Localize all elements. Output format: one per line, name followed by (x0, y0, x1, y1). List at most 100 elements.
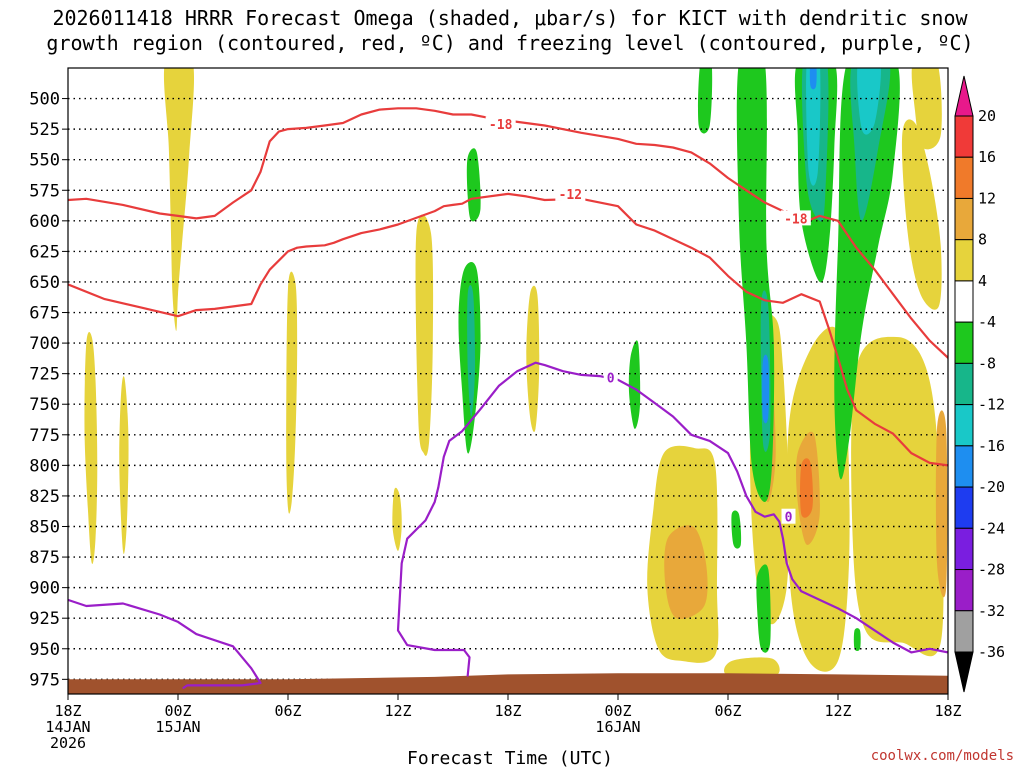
omega-region (800, 458, 813, 518)
y-tick-label: 950 (29, 640, 60, 660)
x-tick-label: 18Z (494, 702, 521, 720)
y-tick-label: 850 (29, 517, 60, 537)
colorbar-band (954, 610, 974, 653)
contour-label-bg (780, 210, 811, 226)
omega-region (731, 510, 742, 549)
contour-label-bg (781, 508, 796, 524)
colorbar-label: 20 (978, 107, 996, 125)
colorbar-label: -20 (978, 478, 1005, 496)
omega-region (806, 68, 821, 186)
omega-region (834, 68, 900, 480)
omega-region (853, 628, 861, 652)
surface-terrain (68, 673, 948, 694)
omega-region (857, 68, 881, 135)
y-tick-label: 800 (29, 456, 60, 476)
omega-region (756, 564, 771, 653)
y-tick-label: 775 (29, 426, 60, 446)
contour-label-bg (485, 116, 516, 132)
y-tick-label: 750 (29, 395, 60, 415)
omega-shading (84, 68, 948, 678)
y-tick-label: 600 (29, 212, 60, 232)
credit-text: coolwx.com/models (871, 748, 1014, 764)
y-tick-label: 650 (29, 273, 60, 293)
x-tick-label: 12Z (384, 702, 411, 720)
omega-region (286, 271, 298, 514)
contour-label: 0 (785, 511, 793, 526)
x-tick-label: 06Z (714, 702, 741, 720)
colorbar-label: -4 (978, 313, 996, 331)
contour-labels: -18 -12 -18 0 0 (485, 116, 811, 526)
colorbar-band (954, 280, 974, 323)
y-tick-label: 900 (29, 579, 60, 599)
colorbar-label: -12 (978, 396, 1005, 414)
y-tick-label: 725 (29, 365, 60, 385)
omega-region (851, 336, 944, 657)
contour-label-bg (555, 185, 586, 201)
contour-line (68, 192, 948, 467)
colorbar-band (954, 569, 974, 612)
x-tick-label: 16JAN (595, 718, 640, 736)
colorbar-band (954, 321, 974, 364)
omega-region (809, 68, 817, 90)
colorbar-label: -8 (978, 354, 996, 372)
omega-region (724, 657, 780, 678)
colorbar-band (954, 115, 974, 158)
omega-region (467, 285, 476, 417)
omega-region (163, 68, 194, 331)
colorbar-band (954, 156, 974, 199)
terrain-fill (68, 673, 948, 694)
colorbar-label: 16 (978, 148, 996, 166)
x-tick-label: 2026 (50, 734, 86, 752)
temperature-contours (68, 107, 948, 689)
omega-region (762, 354, 770, 424)
contour-label: 0 (607, 371, 615, 386)
x-tick-label: 18Z (54, 702, 81, 720)
colorbar-band (954, 362, 974, 406)
colorbar-band (954, 527, 974, 571)
colorbar-band (954, 445, 974, 488)
x-axis-label: Forecast Time (UTC) (407, 748, 613, 768)
omega-region (526, 285, 540, 432)
colorbar-band (954, 239, 974, 282)
y-tick-label: 925 (29, 609, 60, 629)
contour-line (68, 598, 262, 689)
colorbar: 20 16 12 8 4 -4 -8 -12 -16 -20 -24 -28 -32 -36 (954, 75, 1005, 693)
colorbar-label: -36 (978, 643, 1005, 661)
contour-label: -18 (489, 118, 513, 133)
y-tick-label: 675 (29, 304, 60, 324)
contour-label-bg (603, 369, 618, 385)
colorbar-band (954, 404, 974, 447)
x-tick-label: 14JAN (45, 718, 90, 736)
y-tick-label: 700 (29, 334, 60, 354)
y-tick-label: 575 (29, 181, 60, 201)
omega-region (901, 119, 942, 310)
x-tick-label: 00Z (164, 702, 191, 720)
colorbar-band (954, 197, 974, 241)
y-tick-label: 500 (29, 90, 60, 110)
y-tick-label: 550 (29, 151, 60, 171)
y-tick-label: 625 (29, 242, 60, 262)
colorbar-bottom-triangle (954, 651, 974, 693)
omega-region (466, 148, 481, 222)
omega-region (935, 410, 948, 598)
colorbar-top-triangle (954, 75, 974, 117)
x-tick-label: 12Z (824, 702, 851, 720)
contour-line (396, 361, 948, 677)
contour-label: -18 (784, 212, 808, 227)
colorbar-label: 4 (978, 272, 987, 290)
x-tick-label: 18Z (934, 702, 961, 720)
omega-region (911, 68, 942, 150)
colorbar-label: -28 (978, 561, 1005, 579)
colorbar-label: -16 (978, 437, 1005, 455)
omega-region (698, 68, 713, 134)
x-tick-label: 00Z (604, 702, 631, 720)
chart-title-line-1: 2026011418 HRRR Forecast Omega (shaded, … (52, 6, 968, 30)
y-tick-label: 525 (29, 120, 60, 140)
colorbar-label: -32 (978, 602, 1005, 620)
contour-label: -12 (559, 188, 582, 203)
omega-region (415, 214, 434, 456)
y-tick-label: 875 (29, 548, 60, 568)
omega-region (84, 331, 98, 564)
y-tick-label: 975 (29, 670, 60, 690)
